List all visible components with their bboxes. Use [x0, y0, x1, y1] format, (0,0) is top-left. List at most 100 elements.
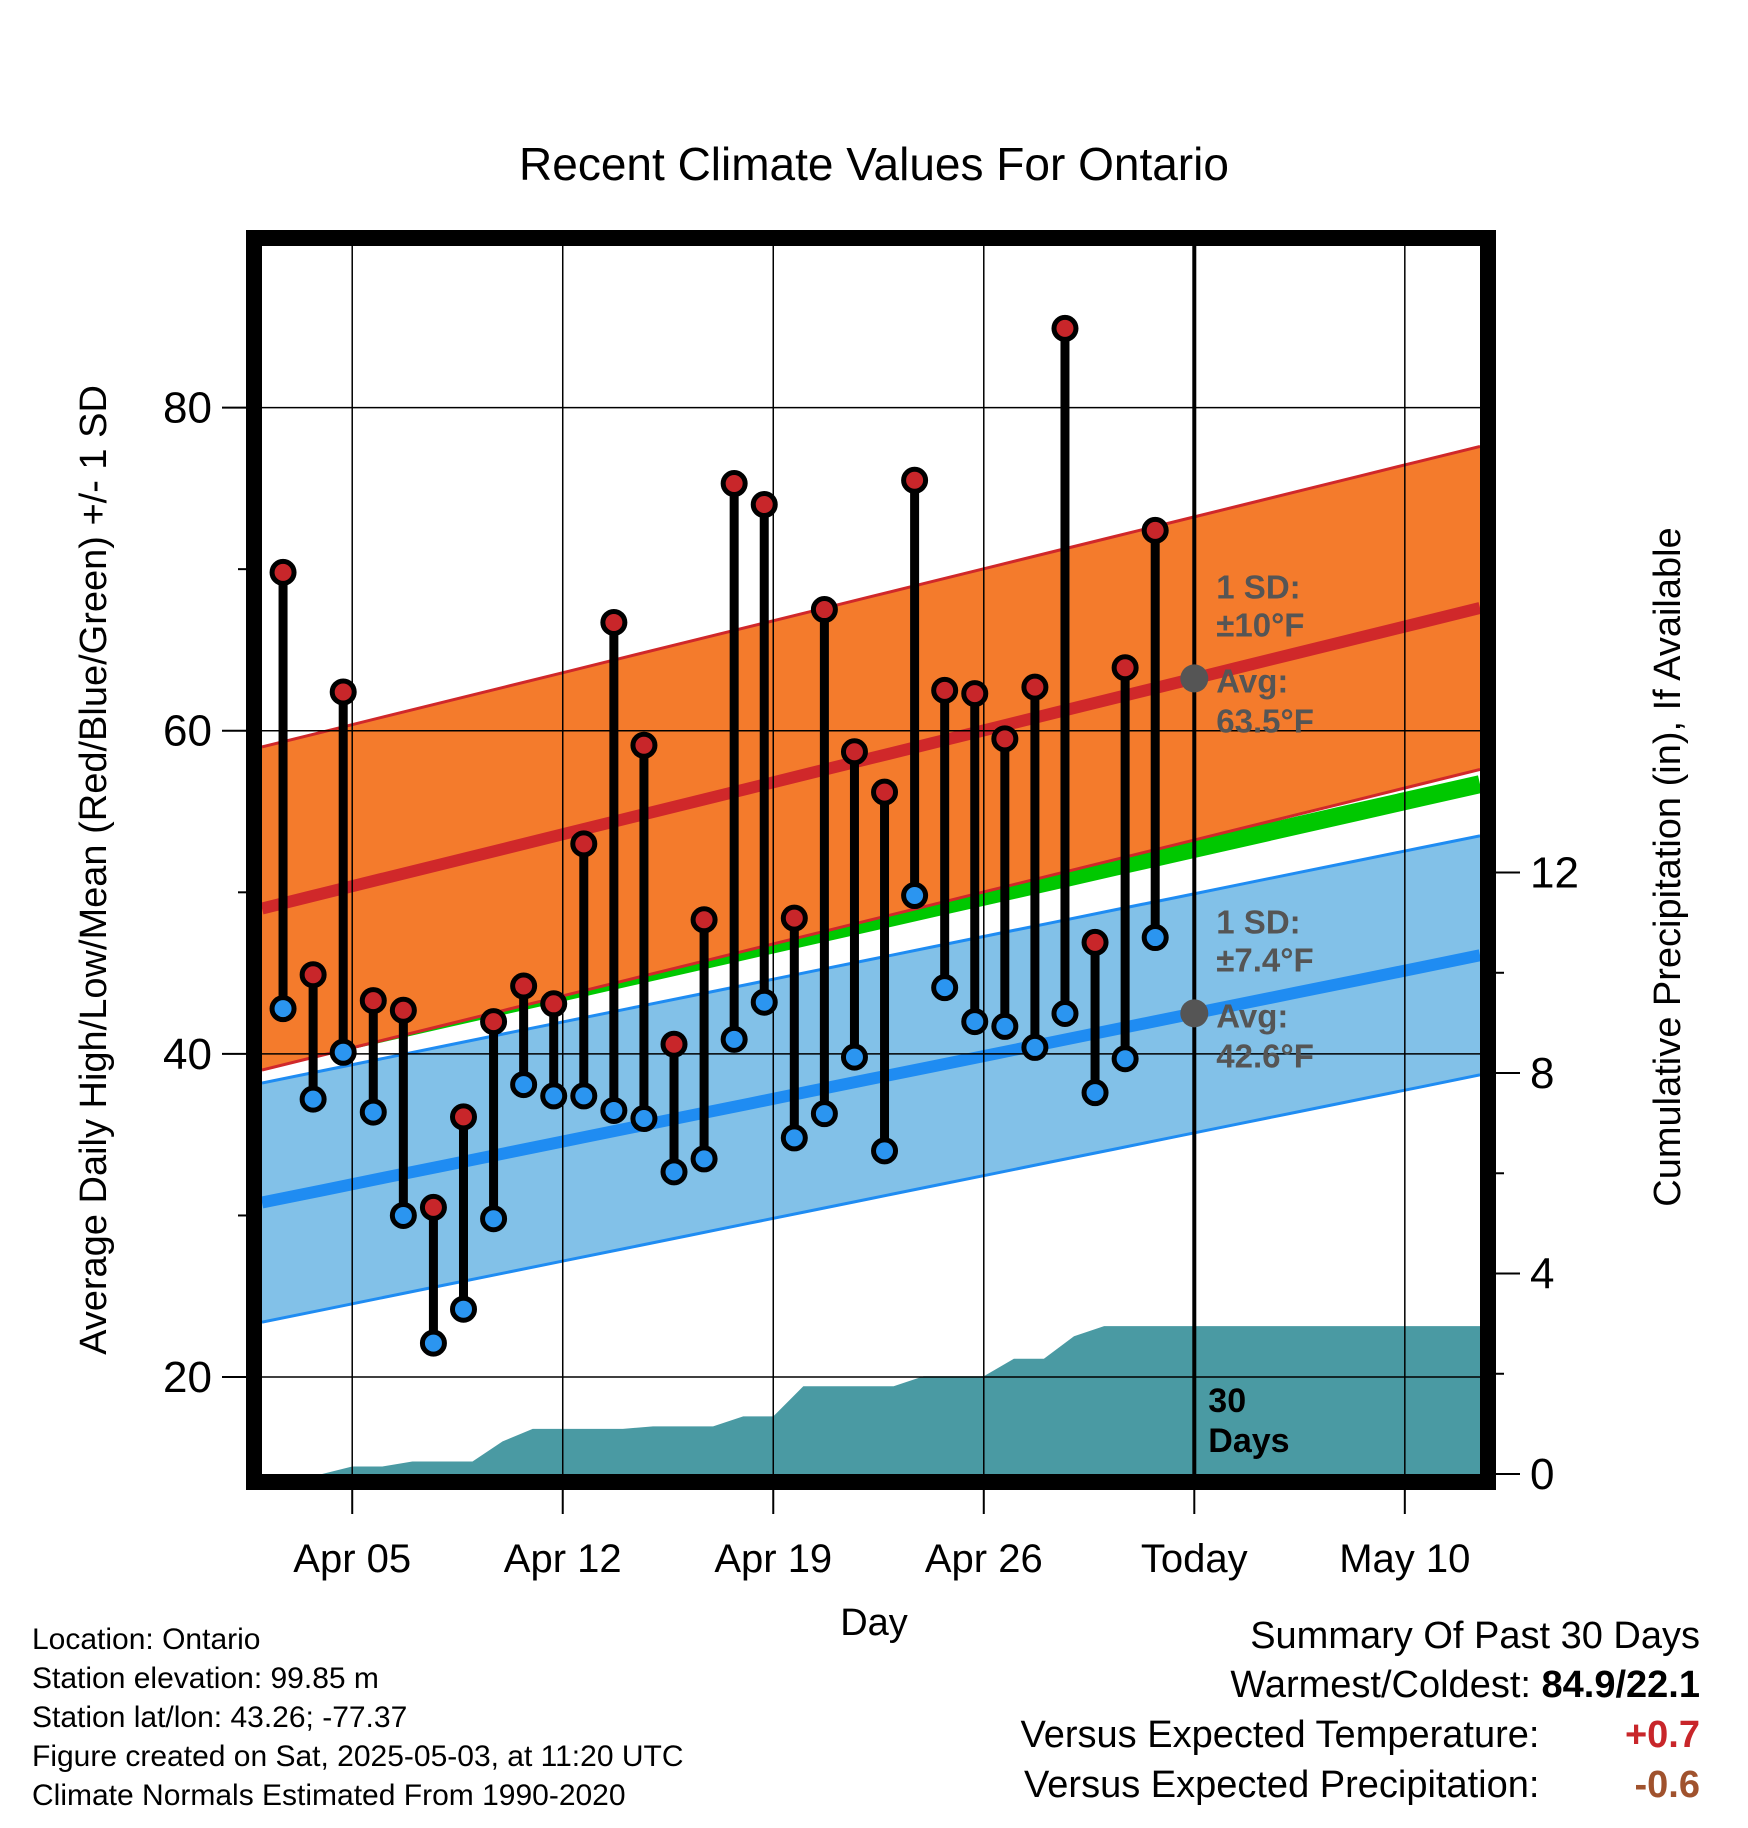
y-left-tick-label-2: 60 — [163, 707, 212, 756]
x-tick-label-4: Today — [1141, 1537, 1248, 1581]
obs-high-point-26 — [1051, 314, 1079, 342]
x-tick-label-5: May 10 — [1339, 1537, 1470, 1581]
obs-high-point-10 — [570, 830, 598, 858]
obs-high-point-29 — [1141, 516, 1169, 544]
x-tick-label-2: Apr 19 — [714, 1537, 832, 1581]
low-sd-label-2: ±7.4°F — [1216, 941, 1313, 978]
summary-panel: Summary Of Past 30 Days Warmest/Coldest:… — [1021, 1612, 1700, 1810]
observations-layer — [269, 314, 1169, 1357]
summary-row-precip: Versus Expected Precipitation: -0.6 — [1021, 1760, 1700, 1810]
plot-frame — [246, 230, 1496, 1490]
high-sd-label-2: ±10°F — [1216, 606, 1304, 643]
period-label-1: 30 — [1208, 1382, 1246, 1420]
obs-low-point-11 — [600, 1096, 628, 1124]
obs-low-point-25 — [1021, 1033, 1049, 1061]
precip-area-layer — [262, 1326, 1480, 1474]
obs-high-point-21 — [901, 466, 929, 494]
temp-vs-expected-value: +0.7 — [1624, 1714, 1700, 1756]
obs-high-point-0 — [269, 558, 297, 586]
obs-high-point-18 — [810, 596, 838, 624]
obs-low-point-4 — [389, 1201, 417, 1229]
obs-low-point-8 — [510, 1071, 538, 1099]
obs-low-point-16 — [750, 988, 778, 1016]
obs-high-point-6 — [449, 1103, 477, 1131]
obs-high-point-27 — [1081, 928, 1109, 956]
obs-low-point-6 — [449, 1295, 477, 1323]
low-sd-label-1: 1 SD: — [1216, 903, 1300, 940]
obs-low-point-26 — [1051, 1000, 1079, 1027]
precip-vs-expected-value: -0.6 — [1634, 1764, 1700, 1806]
obs-low-point-24 — [991, 1012, 1019, 1040]
obs-high-point-23 — [961, 680, 989, 708]
chart-title: Recent Climate Values For Ontario — [519, 138, 1229, 190]
y-right-tick-label-3: 12 — [1530, 849, 1579, 898]
obs-high-point-22 — [931, 676, 959, 704]
obs-low-point-19 — [840, 1043, 868, 1071]
high-avg-label-2: 63.5°F — [1216, 702, 1314, 739]
obs-low-point-27 — [1081, 1079, 1109, 1107]
location-text: Location: Ontario — [32, 1623, 261, 1656]
high-normal-line — [262, 602, 1480, 915]
obs-low-point-0 — [269, 995, 297, 1023]
low-avg-label-2: 42.6°F — [1216, 1037, 1314, 1074]
y-axis-right-label: Cumulative Precipitation (in), If Availa… — [1647, 527, 1689, 1206]
plot-border — [246, 230, 1496, 1490]
obs-high-point-7 — [480, 1008, 508, 1036]
latlon-text: Station lat/lon: 43.26; -77.37 — [32, 1701, 408, 1734]
warm-cold-value: 84.9/22.1 — [1541, 1664, 1700, 1706]
obs-low-point-14 — [690, 1145, 718, 1173]
today-low-avg-marker — [1180, 999, 1209, 1028]
obs-high-point-13 — [660, 1030, 688, 1058]
obs-high-point-14 — [690, 906, 718, 934]
obs-low-point-21 — [901, 882, 929, 910]
warm-cold-label: Warmest/Coldest: — [1230, 1664, 1531, 1706]
obs-low-point-23 — [961, 1008, 989, 1036]
precip-area — [262, 1326, 1480, 1474]
obs-low-point-9 — [540, 1082, 568, 1110]
today-high-avg-marker — [1180, 664, 1209, 693]
summary-heading: Summary Of Past 30 Days — [1250, 1615, 1700, 1657]
obs-low-point-12 — [630, 1105, 658, 1133]
elevation-text: Station elevation: 99.85 m — [32, 1662, 379, 1695]
obs-low-point-2 — [329, 1038, 357, 1066]
obs-low-point-18 — [810, 1100, 838, 1128]
summary-row-temp: Versus Expected Temperature: +0.7 — [1021, 1710, 1700, 1760]
high-band-lower-edge — [262, 768, 1480, 1072]
obs-high-point-15 — [720, 470, 748, 498]
obs-high-point-4 — [389, 996, 417, 1024]
obs-high-point-11 — [600, 608, 628, 636]
y-axis-left-label: Average Daily High/Low/Mean (Red/Blue/Gr… — [73, 385, 115, 1355]
axes-layer: 20 40 60 80 0 4 8 12 Apr 05 Apr 12 Apr 19 Apr 26 Tod… — [163, 384, 1579, 1581]
y-left-tick-label-1: 40 — [163, 1030, 212, 1079]
created-text: Figure created on Sat, 2025-05-03, at 11… — [32, 1740, 684, 1773]
obs-high-point-2 — [329, 678, 357, 706]
obs-low-point-5 — [419, 1329, 447, 1357]
obs-low-point-3 — [359, 1098, 387, 1126]
obs-low-point-22 — [931, 974, 959, 1002]
obs-high-point-8 — [510, 972, 538, 1000]
obs-low-point-1 — [299, 1085, 327, 1113]
obs-high-point-5 — [419, 1193, 447, 1221]
normal-bands — [262, 444, 1480, 1324]
y-right-tick-label-2: 8 — [1530, 1049, 1554, 1098]
x-tick-label-3: Apr 26 — [925, 1537, 1043, 1581]
low-avg-label-1: Avg: — [1216, 997, 1288, 1034]
obs-low-point-7 — [480, 1205, 508, 1233]
high-sd-label-1: 1 SD: — [1216, 568, 1300, 605]
high-avg-label-1: Avg: — [1216, 662, 1288, 699]
obs-low-point-28 — [1111, 1045, 1139, 1073]
obs-low-point-20 — [871, 1137, 899, 1165]
y-right-tick-label-0: 0 — [1530, 1450, 1554, 1499]
y-left-tick-label-0: 20 — [163, 1353, 212, 1402]
summary-row-warm-cold: Warmest/Coldest: 84.9/22.1 — [1021, 1660, 1700, 1710]
station-info: Location: Ontario Station elevation: 99.… — [32, 1620, 684, 1815]
grid-lines — [262, 246, 1480, 1474]
period-label-2: Days — [1208, 1422, 1289, 1460]
high-band-upper-edge — [262, 444, 1480, 749]
obs-low-point-15 — [720, 1025, 748, 1053]
obs-high-point-19 — [840, 738, 868, 766]
x-tick-label-1: Apr 12 — [504, 1537, 622, 1581]
obs-low-point-10 — [570, 1082, 598, 1110]
